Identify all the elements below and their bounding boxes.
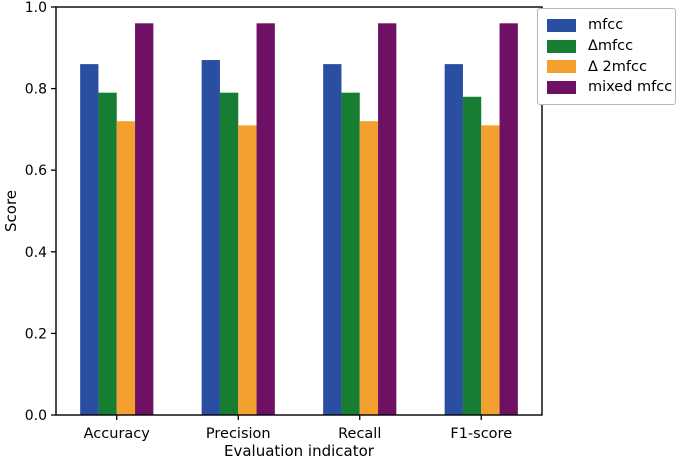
x-axis-label: Evaluation indicator (224, 442, 375, 460)
bar-Δmfcc-F1-score (462, 96, 482, 415)
y-tick-label: 0.0 (25, 408, 47, 424)
bar-Δ 2mfcc-Accuracy (116, 121, 136, 416)
bar-Δmfcc-Precision (219, 92, 239, 416)
legend-label: Δ 2mfcc (588, 58, 647, 75)
legend-color-swatch (547, 19, 576, 32)
bar-mfcc-Precision (201, 60, 220, 415)
bar-mixed mfcc-Precision (256, 23, 275, 415)
x-tick-label: Recall (338, 426, 381, 442)
legend-label: mixed mfcc (588, 79, 673, 96)
bar-Δ 2mfcc-Recall (359, 121, 379, 416)
bar-mfcc-Accuracy (80, 64, 99, 416)
legend-item-mixed mfcc: mixed mfcc (547, 78, 672, 97)
y-tick-label: 0.8 (25, 82, 47, 98)
bar-mixed mfcc-F1-score (499, 23, 518, 415)
y-tick-label: 0.2 (25, 326, 47, 342)
y-tick-label: 0.6 (25, 163, 47, 179)
legend-color-swatch (547, 39, 576, 53)
chart-legend: mfcc Δmfcc Δ 2mfcc mixed mfcc (537, 8, 676, 105)
y-tick-label: 0.4 (25, 245, 47, 261)
legend-item-mfcc: mfcc (547, 16, 667, 35)
y-axis-label: Score (2, 190, 20, 232)
bar-Δ 2mfcc-F1-score (481, 125, 500, 415)
axes-box (55, 6, 543, 416)
legend-label: mfcc (588, 17, 624, 34)
x-tick-label: F1-score (450, 426, 512, 442)
x-tick-label: Accuracy (84, 426, 151, 442)
legend-item-Δmfcc: Δmfcc (547, 37, 667, 56)
bar-mixed mfcc-Recall (378, 23, 397, 415)
bar-Δ 2mfcc-Precision (238, 125, 257, 415)
legend-color-swatch (547, 60, 576, 74)
x-tick-label: Precision (206, 426, 271, 442)
legend-color-swatch (547, 80, 576, 94)
bar-mfcc-Recall (323, 64, 342, 416)
bar-Δmfcc-Accuracy (98, 92, 117, 416)
bar-mfcc-F1-score (444, 64, 463, 416)
bar-mixed mfcc-Accuracy (135, 23, 154, 415)
legend-item-Δ 2mfcc: Δ 2mfcc (547, 57, 667, 76)
y-tick-label: 1.0 (25, 0, 47, 16)
bar-Δmfcc-Recall (341, 92, 360, 416)
legend-label: Δmfcc (588, 37, 634, 54)
